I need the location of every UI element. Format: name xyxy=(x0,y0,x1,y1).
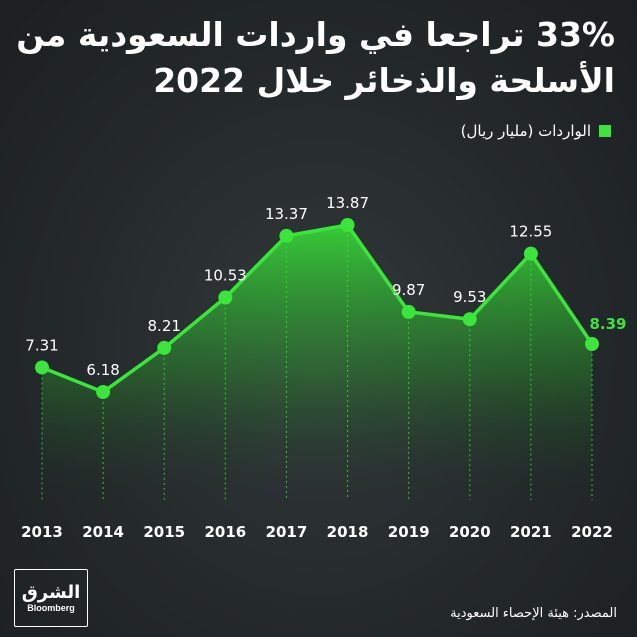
legend: الواردات (مليار ريال) xyxy=(461,122,611,140)
x-tick-label: 2018 xyxy=(327,523,369,541)
chart-title: 33% تراجعا في واردات السعودية من الأسلحة… xyxy=(16,15,615,100)
value-label: 8.39 xyxy=(589,315,626,333)
value-label: 10.53 xyxy=(204,267,247,285)
x-tick-label: 2016 xyxy=(204,523,246,541)
x-tick-label: 2021 xyxy=(510,523,552,541)
x-tick-label: 2015 xyxy=(143,523,185,541)
x-tick-label: 2022 xyxy=(571,523,613,541)
value-label: 8.21 xyxy=(148,317,181,335)
x-tick-label: 2017 xyxy=(266,523,308,541)
data-point xyxy=(462,312,477,327)
legend-swatch xyxy=(599,125,611,137)
value-label: 13.37 xyxy=(265,205,308,223)
legend-label: الواردات (مليار ريال) xyxy=(460,122,591,140)
data-point xyxy=(279,228,294,243)
value-label: 9.87 xyxy=(392,281,425,299)
source-note: المصدر: هيئة الإحصاء السعودية xyxy=(450,606,617,621)
value-label: 12.55 xyxy=(509,223,552,241)
value-label: 7.31 xyxy=(25,336,58,354)
x-tick-label: 2020 xyxy=(449,523,491,541)
data-point xyxy=(401,304,416,319)
data-point xyxy=(523,246,538,261)
value-label: 6.18 xyxy=(86,361,119,379)
data-point xyxy=(96,385,111,399)
data-point xyxy=(585,337,599,352)
series-line xyxy=(41,223,594,394)
data-point xyxy=(35,360,49,375)
value-label: 9.53 xyxy=(453,288,486,306)
value-label: 13.87 xyxy=(326,194,369,212)
x-tick-label: 2019 xyxy=(388,523,430,541)
data-point xyxy=(157,340,172,355)
logo-arabic: الشرق xyxy=(21,582,81,603)
logo-english: Bloomberg xyxy=(27,603,75,613)
data-point xyxy=(340,218,355,232)
x-tick-label: 2014 xyxy=(82,523,124,541)
x-tick-label: 2013 xyxy=(21,523,63,541)
data-point xyxy=(218,290,233,305)
area-fill xyxy=(42,225,592,500)
publisher-logo: الشرق Bloomberg xyxy=(14,569,88,627)
